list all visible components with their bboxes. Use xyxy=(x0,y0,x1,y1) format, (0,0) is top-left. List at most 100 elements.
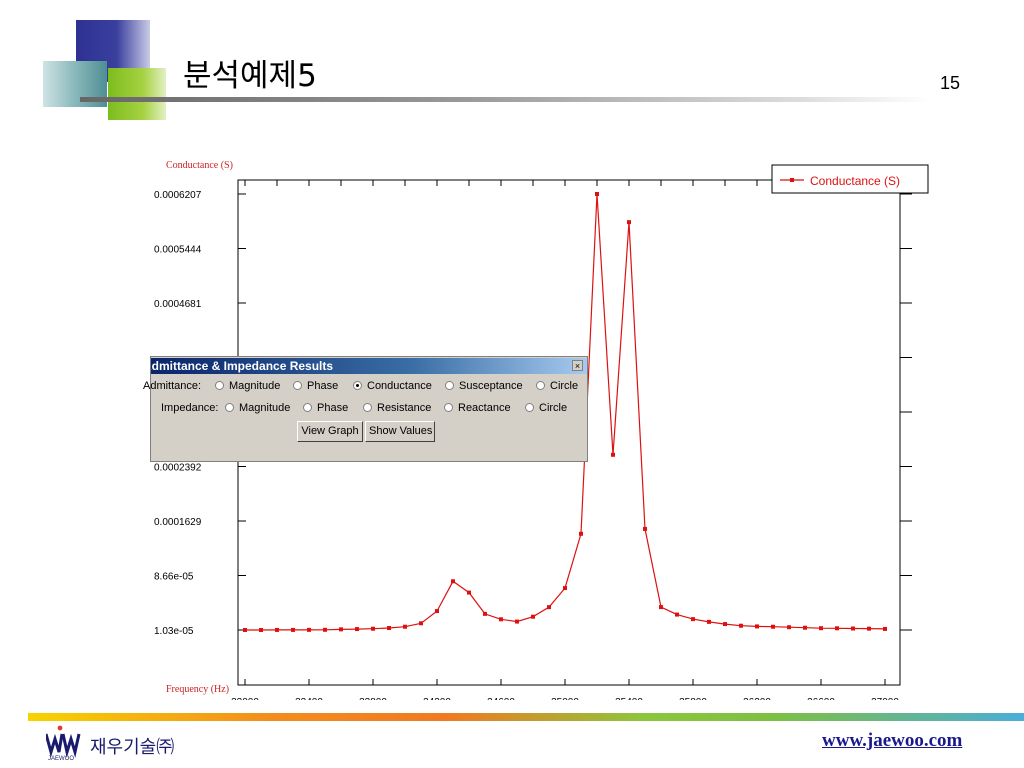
legend-swatch-marker xyxy=(790,178,794,182)
admittance-option-conductance[interactable]: Conductance xyxy=(353,378,432,394)
x-tick-label: 37000 xyxy=(871,697,899,700)
y-tick-label: 0.0006207 xyxy=(154,190,202,201)
data-point xyxy=(387,626,391,630)
y-axis-label: Conductance (S) xyxy=(166,160,233,171)
radio-icon xyxy=(444,403,453,412)
x-tick-label: 34200 xyxy=(423,697,451,700)
radio-icon xyxy=(215,381,224,390)
data-point xyxy=(371,626,375,631)
website-link[interactable]: www.jaewoo.com xyxy=(822,730,963,751)
x-axis-label: Frequency (Hz) xyxy=(166,684,229,695)
x-tick-label: 36200 xyxy=(743,697,771,700)
data-point xyxy=(483,611,487,616)
data-point xyxy=(883,626,887,631)
data-point xyxy=(595,192,599,196)
impedance-option-resistance[interactable]: Resistance xyxy=(363,400,431,416)
legend-box xyxy=(771,164,929,194)
radio-icon xyxy=(525,403,534,412)
data-point xyxy=(739,623,743,628)
data-point xyxy=(435,609,439,614)
impedance-option-magnitude[interactable]: Magnitude xyxy=(225,400,290,416)
data-point xyxy=(403,624,407,629)
dialog-title-bar[interactable]: Admittance & Impedance Results xyxy=(151,358,587,374)
data-point xyxy=(419,621,423,626)
jaewoo-logo-icon: JAEWOO xyxy=(46,725,81,762)
admittance-option-magnitude[interactable]: Magnitude xyxy=(215,378,280,394)
data-point xyxy=(643,526,647,531)
company-name: 재우기술㈜ xyxy=(90,737,175,758)
dialog-close-button[interactable]: × xyxy=(572,360,583,371)
admittance-label: Admittance: xyxy=(143,380,202,392)
data-point xyxy=(771,624,775,629)
logo-text: JAEWOO xyxy=(48,756,74,762)
admittance-row: Admittance: Magnitude Phase Conductance … xyxy=(143,378,587,394)
data-point xyxy=(451,579,455,584)
y-tick-label: 0.0002392 xyxy=(154,463,202,474)
x-tick-label: 36600 xyxy=(807,697,835,700)
radio-icon xyxy=(445,381,454,390)
legend-label: Conductance (S) xyxy=(810,174,900,188)
impedance-option-circle[interactable]: Circle xyxy=(525,400,567,416)
admittance-option-circle[interactable]: Circle xyxy=(536,378,578,394)
data-point xyxy=(243,628,247,632)
impedance-option-phase[interactable]: Phase xyxy=(303,400,348,416)
data-point xyxy=(339,627,343,632)
radio-selected-icon xyxy=(353,381,362,390)
admittance-impedance-dialog: Admittance & Impedance Results × Admitta… xyxy=(143,356,588,462)
data-point xyxy=(611,452,615,457)
slide-title: 분석예제5 xyxy=(183,58,317,94)
data-point xyxy=(547,605,551,610)
data-point xyxy=(499,617,503,622)
y-tick-label: 0.0001629 xyxy=(154,517,202,528)
data-point xyxy=(787,625,791,630)
x-tick-label: 35400 xyxy=(615,697,643,700)
x-tick-label: 33000 xyxy=(231,697,259,700)
radio-icon xyxy=(293,381,302,390)
data-point xyxy=(515,619,519,624)
y-tick-label: 0.0005444 xyxy=(154,245,202,256)
data-point xyxy=(307,627,311,632)
page-number: 15 xyxy=(940,73,961,93)
data-point xyxy=(259,628,263,632)
header-decoration-green xyxy=(108,68,166,120)
impedance-label: Impedance: xyxy=(161,402,219,414)
data-point xyxy=(803,625,807,630)
admittance-option-phase[interactable]: Phase xyxy=(293,378,338,394)
header-divider xyxy=(80,97,930,102)
data-point xyxy=(851,626,855,631)
y-tick-label: 1.03e-05 xyxy=(154,626,194,637)
radio-icon xyxy=(303,403,312,412)
data-point xyxy=(723,622,727,627)
footer-gradient-bar xyxy=(28,713,1024,721)
x-tick-label: 33400 xyxy=(295,697,323,700)
data-point xyxy=(531,614,535,619)
data-point xyxy=(467,590,471,595)
data-point xyxy=(275,627,279,632)
admittance-option-susceptance[interactable]: Susceptance xyxy=(445,378,523,394)
data-point xyxy=(675,612,679,617)
x-tick-label: 35800 xyxy=(679,697,707,700)
view-graph-button[interactable]: View Graph xyxy=(297,421,363,442)
data-point xyxy=(579,531,583,536)
y-tick-label: 8.66e-05 xyxy=(154,572,194,583)
impedance-option-reactance[interactable]: Reactance xyxy=(444,400,511,416)
data-point xyxy=(707,619,711,624)
data-point xyxy=(755,624,759,629)
y-tick-label: 0.0004681 xyxy=(154,299,202,310)
x-tick-label: 34600 xyxy=(487,697,515,700)
data-point xyxy=(691,617,695,622)
data-point xyxy=(627,220,631,225)
show-values-button[interactable]: Show Values xyxy=(365,421,435,442)
data-point xyxy=(563,586,567,591)
impedance-row: Impedance: Magnitude Phase Resistance Re… xyxy=(151,400,587,416)
dialog-title: Admittance & Impedance Results xyxy=(151,359,334,373)
radio-icon xyxy=(536,381,545,390)
data-point xyxy=(835,626,839,631)
data-point xyxy=(867,626,871,631)
data-point xyxy=(819,626,823,631)
x-tick-label: 33800 xyxy=(359,697,387,700)
radio-icon xyxy=(225,403,234,412)
radio-icon xyxy=(363,403,372,412)
data-point xyxy=(355,627,359,632)
conductance-chart: 33000 33400 33800 34200 34600 35000 35400 35800… xyxy=(154,160,929,700)
